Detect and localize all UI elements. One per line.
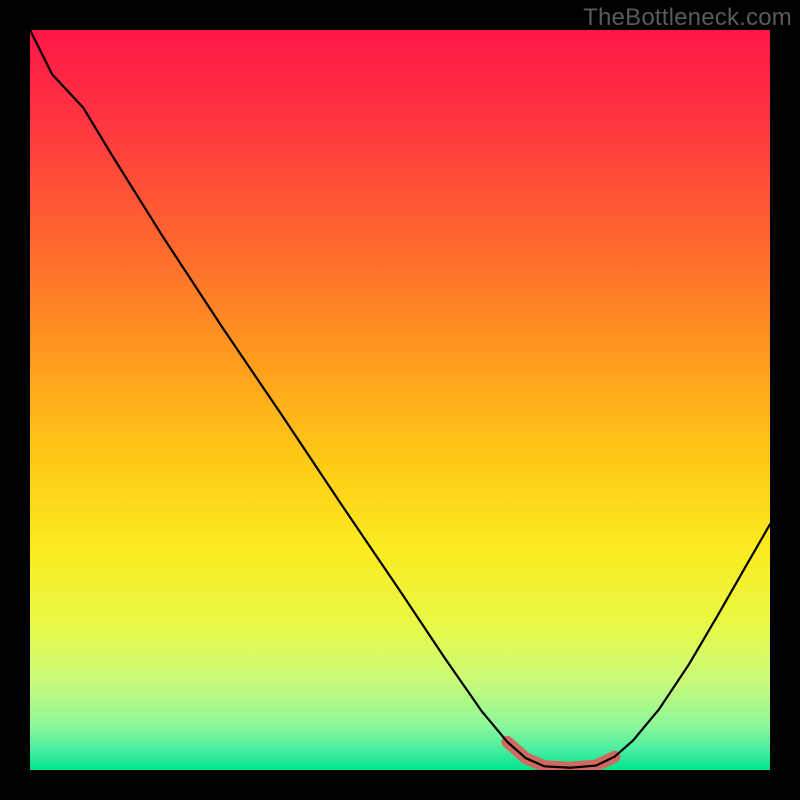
watermark-text: TheBottleneck.com <box>583 4 792 32</box>
plot-area <box>30 30 770 770</box>
gradient-background <box>30 30 770 770</box>
chart-container: TheBottleneck.com <box>0 0 800 800</box>
